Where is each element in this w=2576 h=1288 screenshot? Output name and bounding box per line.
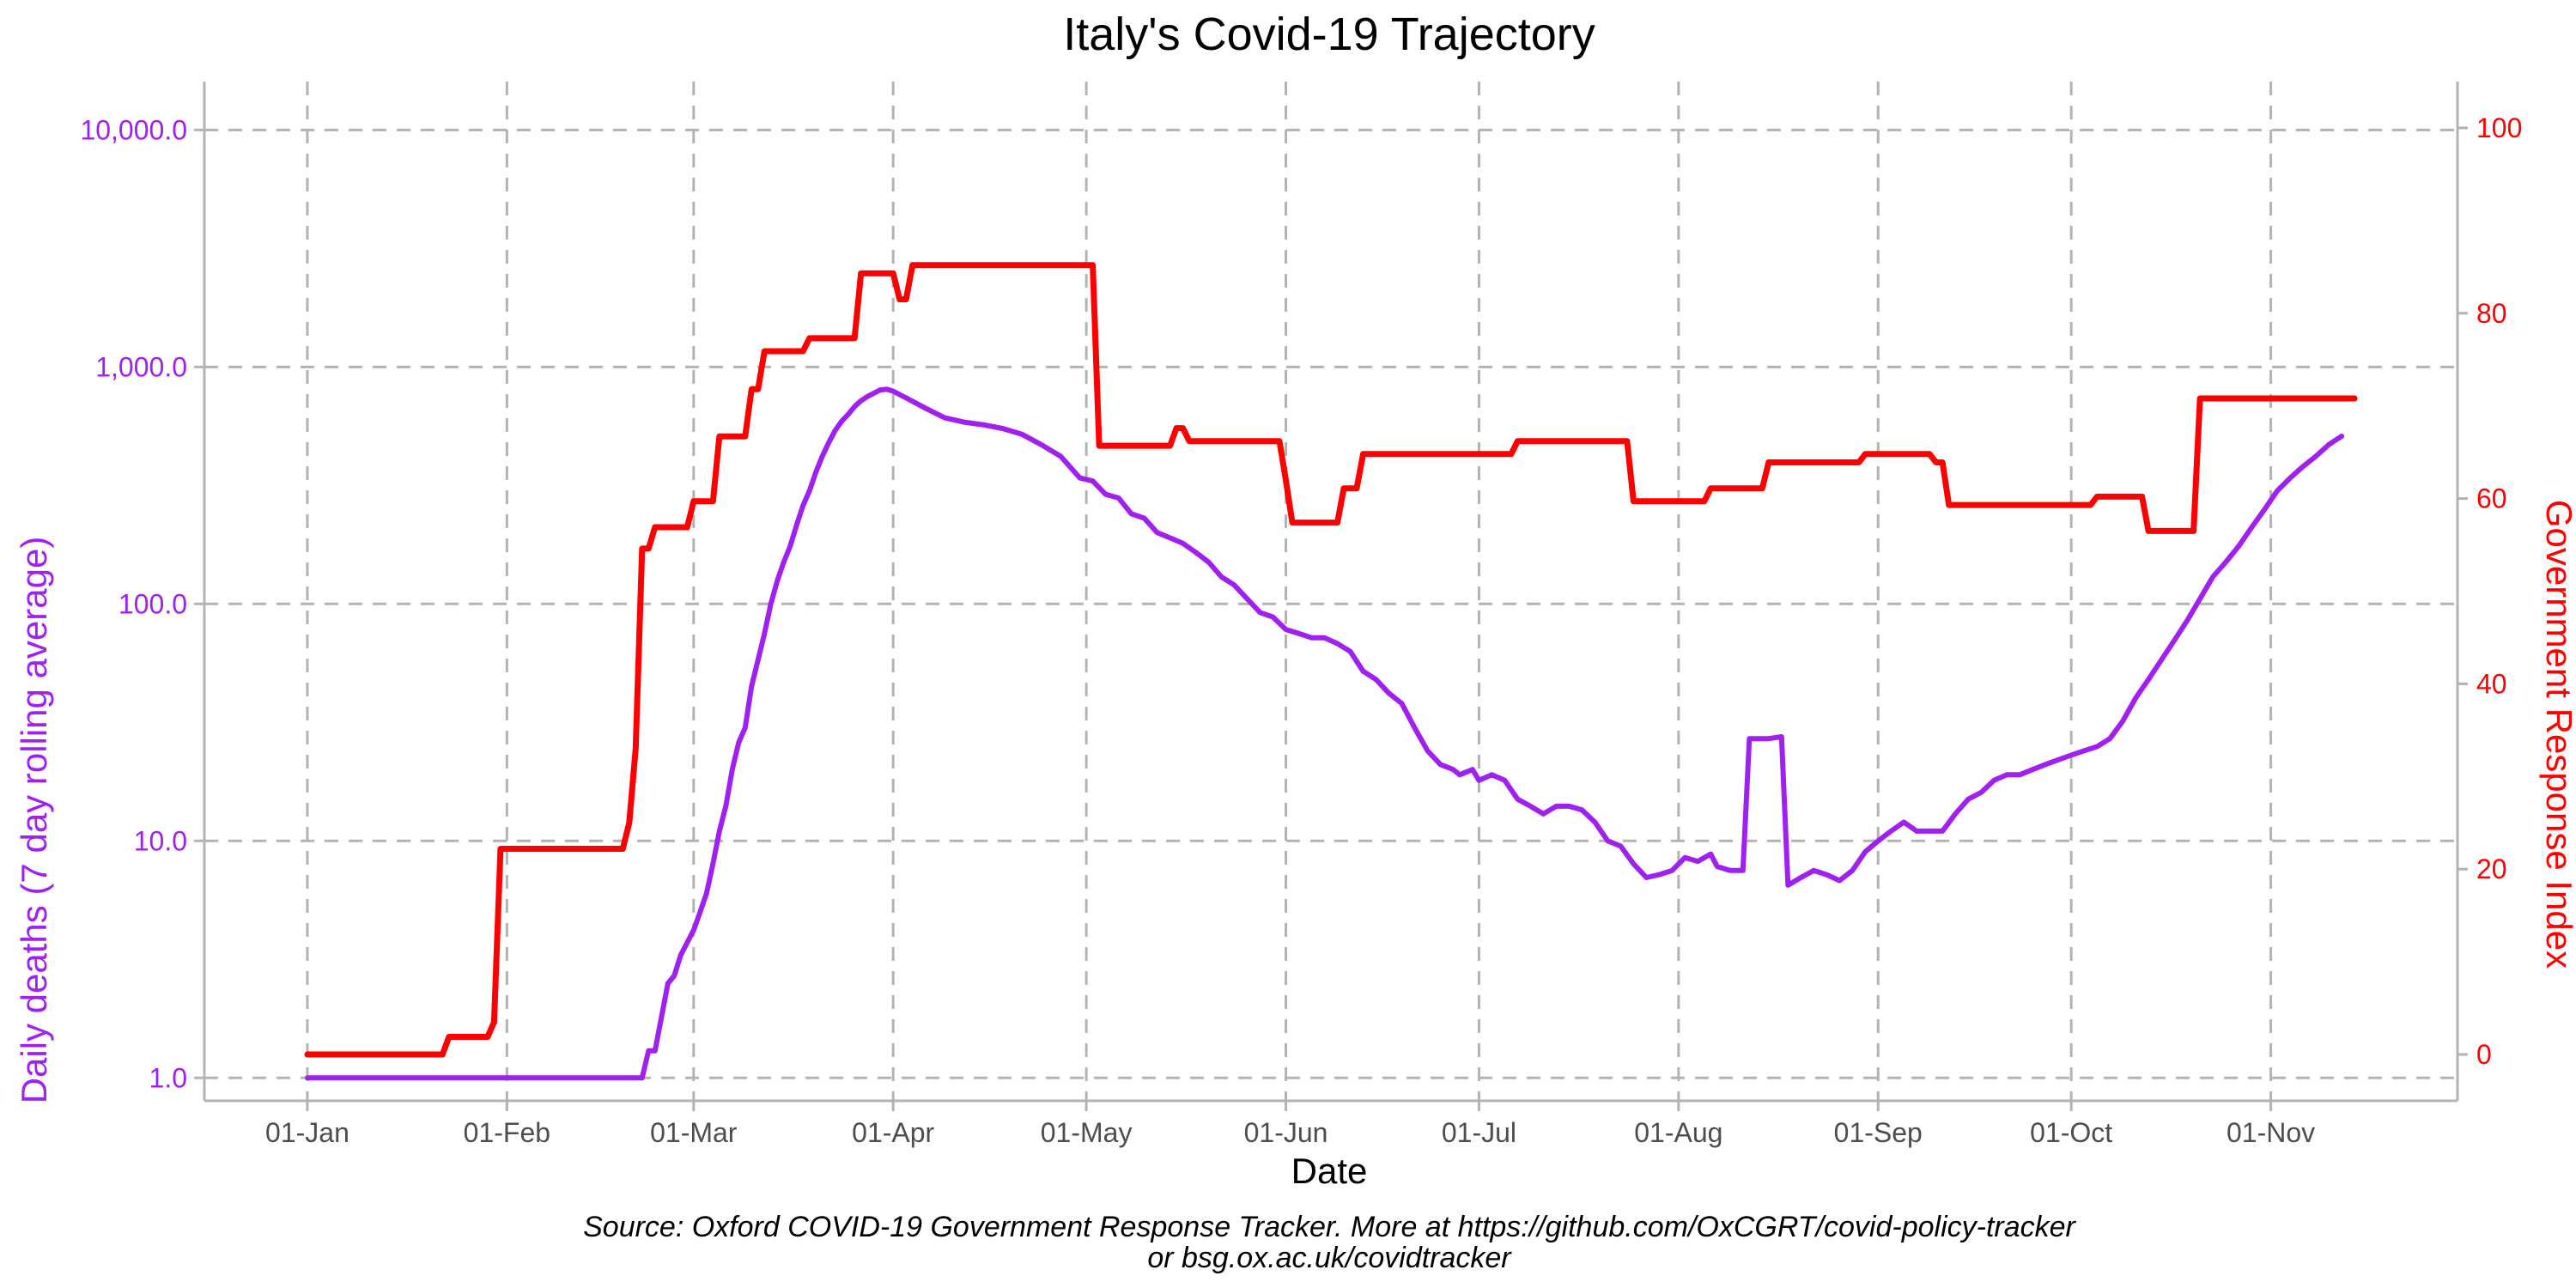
y-axis-right-title: Government Response Index bbox=[2539, 500, 2576, 969]
y-right-tick-label: 20 bbox=[2476, 854, 2507, 884]
y-left-tick-label: 1.0 bbox=[149, 1062, 187, 1093]
x-tick-label: 01-Feb bbox=[464, 1117, 550, 1148]
axes bbox=[194, 82, 2468, 1111]
x-tick-label: 01-Apr bbox=[852, 1117, 934, 1148]
caption-line-2: or bsg.ox.ac.uk/covidtracker bbox=[1147, 1242, 1512, 1274]
series-layer bbox=[304, 262, 2358, 1081]
tick-labels: 01-Jan 01-Feb 01-Mar 01-Apr 01-May 01-Jun 01-J… bbox=[80, 112, 2522, 1148]
grid-lines bbox=[204, 82, 2458, 1101]
x-tick-label: 01-Jan bbox=[265, 1117, 349, 1148]
chart-title: Italy's Covid-19 Trajectory bbox=[1063, 9, 1595, 60]
x-tick-label: 01-Jul bbox=[1442, 1117, 1516, 1148]
y-left-tick-label: 10.0 bbox=[134, 825, 187, 856]
y-right-tick-label: 100 bbox=[2476, 112, 2522, 143]
x-tick-label: 01-Nov bbox=[2227, 1117, 2315, 1148]
y-left-tick-label: 100.0 bbox=[118, 588, 187, 619]
x-axis-title: Date bbox=[1291, 1151, 1368, 1191]
y-left-tick-label: 1,000.0 bbox=[95, 351, 187, 382]
series-line-daily-deaths bbox=[305, 386, 2345, 1081]
x-tick-label: 01-Aug bbox=[1634, 1117, 1722, 1148]
y-right-tick-label: 60 bbox=[2476, 483, 2507, 514]
y-right-tick-label: 80 bbox=[2476, 298, 2507, 329]
x-tick-label: 01-Jun bbox=[1244, 1117, 1328, 1148]
x-tick-label: 01-May bbox=[1041, 1117, 1133, 1148]
y-right-tick-label: 40 bbox=[2476, 668, 2507, 699]
caption-line-1: Source: Oxford COVID-19 Government Respo… bbox=[583, 1211, 2076, 1243]
y-right-tick-label: 0 bbox=[2476, 1039, 2492, 1070]
x-tick-label: 01-Mar bbox=[650, 1117, 738, 1148]
x-tick-label: 01-Sep bbox=[1834, 1117, 1923, 1148]
y-left-tick-label: 10,000.0 bbox=[80, 114, 187, 145]
x-tick-label: 01-Oct bbox=[2030, 1117, 2112, 1148]
series-line-government-response-index bbox=[304, 262, 2358, 1058]
y-axis-left-title: Daily deaths (7 day rolling average) bbox=[14, 537, 54, 1104]
